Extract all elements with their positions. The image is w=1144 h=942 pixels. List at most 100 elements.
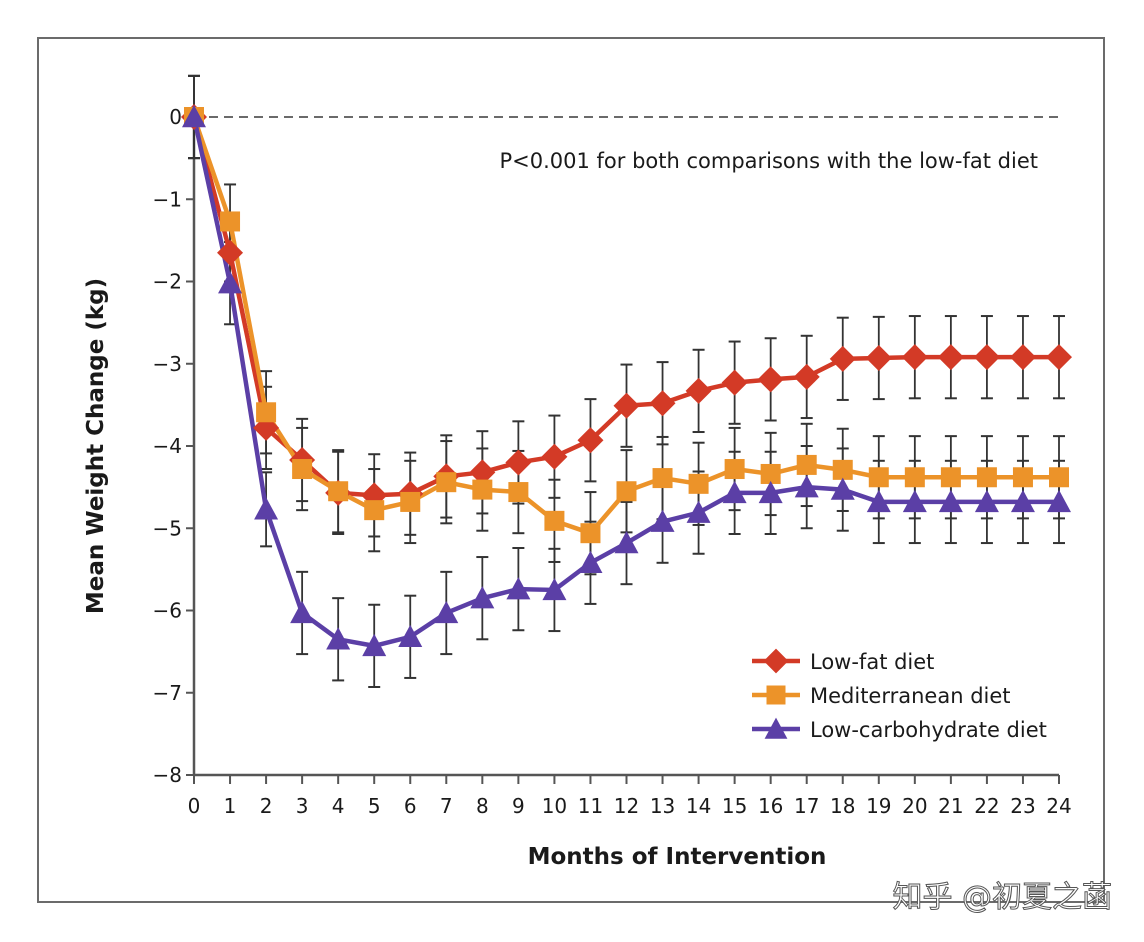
low-carbohydrate-diet-point xyxy=(290,600,315,624)
low-carbohydrate-diet-point xyxy=(686,500,711,523)
low-fat-diet-point xyxy=(901,344,928,371)
mediterranean-diet-point xyxy=(544,510,565,531)
mediterranean-diet-point xyxy=(508,482,529,503)
mediterranean-diet-point xyxy=(796,454,817,475)
low-carbohydrate-diet-point xyxy=(650,509,675,532)
legend: Low-fat diet Mediterranean diet Low-carboh… xyxy=(752,648,1047,742)
x-tick-label: 23 xyxy=(1010,794,1035,818)
y-tick-label: 0 xyxy=(169,105,182,129)
x-tick-label: 11 xyxy=(578,794,603,818)
mediterranean-diet-point xyxy=(760,463,781,484)
x-tick-label: 19 xyxy=(866,794,891,818)
low-fat-diet-point xyxy=(721,369,748,396)
y-tick-label: −5 xyxy=(153,516,182,540)
y-tick-label: −6 xyxy=(153,599,182,623)
low-carbohydrate-diet-point xyxy=(398,624,423,648)
mediterranean-diet-point xyxy=(580,523,601,544)
low-fat-diet-point xyxy=(973,344,1000,371)
low-carbohydrate-diet-point xyxy=(794,475,819,498)
low-fat-diet-point xyxy=(685,377,712,404)
low-carbohydrate-diet-point xyxy=(578,550,603,573)
low-carbohydrate-diet-point xyxy=(866,489,891,513)
x-axis-title: Months of Intervention xyxy=(528,844,827,870)
x-tick-label: 14 xyxy=(686,794,711,818)
x-tick-label: 5 xyxy=(368,794,381,818)
mediterranean-diet-point xyxy=(616,481,637,502)
mediterranean-diet-point xyxy=(976,467,997,488)
legend-label-mediterranean-diet: Mediterranean diet xyxy=(810,684,1011,708)
low-fat-diet-point xyxy=(937,344,964,371)
x-tick-label: 12 xyxy=(614,794,639,818)
axes: 0−1−2−3−4−5−6−7−80 1 2 3 4 5 6 7 8 9 10 11 12 13 14 15 1… xyxy=(153,105,1072,818)
mediterranean-diet-point xyxy=(436,472,457,493)
x-tick-label: 20 xyxy=(902,794,927,818)
low-carbohydrate-diet-point xyxy=(614,531,639,554)
low-fat-diet-point xyxy=(505,449,532,476)
y-axis-title: Mean Weight Change (kg) xyxy=(83,278,109,614)
low-fat-diet-point xyxy=(757,366,784,393)
low-fat-diet-point xyxy=(829,345,856,372)
mediterranean-diet-point xyxy=(688,473,709,494)
low-carbohydrate-diet-point xyxy=(758,480,783,504)
legend-marker-low-fat-diet xyxy=(763,648,789,674)
low-carbohydrate-diet-point xyxy=(830,477,855,500)
low-carbohydrate-diet-point xyxy=(902,489,927,513)
mediterranean-diet-point xyxy=(868,467,889,488)
mediterranean-diet-point xyxy=(1049,467,1069,488)
mediterranean-diet-point xyxy=(940,467,961,488)
mediterranean-diet-point xyxy=(724,459,745,480)
low-carbohydrate-diet-point xyxy=(218,271,243,294)
x-tick-label: 17 xyxy=(794,794,819,818)
low-carbohydrate-diet-point xyxy=(326,627,351,650)
x-tick-label: 18 xyxy=(830,794,855,818)
low-carbohydrate-diet-point xyxy=(1047,489,1071,513)
mediterranean-diet-point xyxy=(364,500,385,521)
mediterranean-diet-point xyxy=(400,491,421,512)
x-tick-label: 21 xyxy=(938,794,963,818)
mediterranean-diet-point xyxy=(904,467,925,488)
x-tick-label: 16 xyxy=(758,794,783,818)
x-tick-label: 1 xyxy=(224,794,237,818)
x-tick-label: 0 xyxy=(188,794,201,818)
low-carbohydrate-diet-point xyxy=(542,577,567,601)
x-tick-label: 22 xyxy=(974,794,999,818)
y-tick-label: −4 xyxy=(153,434,182,458)
x-tick-label: 7 xyxy=(440,794,453,818)
x-tick-label: 2 xyxy=(260,794,273,818)
y-tick-label: −7 xyxy=(153,681,182,705)
mediterranean-diet-point xyxy=(256,402,277,423)
mediterranean-diet-point xyxy=(292,459,313,480)
mediterranean-diet-point xyxy=(832,459,853,480)
mediterranean-diet-point xyxy=(652,468,673,489)
y-tick-label: −3 xyxy=(153,352,182,376)
low-carbohydrate-diet-point xyxy=(254,497,279,520)
legend-marker-low-carbohydrate-diet xyxy=(764,717,788,739)
low-fat-diet-point xyxy=(793,363,820,390)
low-carbohydrate-diet-point xyxy=(506,577,531,600)
series-markers xyxy=(181,104,1072,657)
mediterranean-diet-point xyxy=(1012,467,1033,488)
mediterranean-diet-point xyxy=(472,479,493,500)
low-fat-diet-point xyxy=(613,392,640,419)
low-fat-diet-point xyxy=(469,459,496,486)
legend-label-low-carbohydrate-diet: Low-carbohydrate diet xyxy=(810,718,1047,742)
x-tick-label: 6 xyxy=(404,794,417,818)
y-tick-label: −1 xyxy=(153,187,182,211)
x-tick-label: 9 xyxy=(512,794,525,818)
low-fat-diet-point xyxy=(865,344,892,371)
low-carbohydrate-diet-point xyxy=(434,600,459,624)
low-carbohydrate-diet-point xyxy=(722,480,747,504)
low-carbohydrate-diet-point xyxy=(1010,489,1035,513)
x-tick-label: 3 xyxy=(296,794,309,818)
low-carbohydrate-diet-point xyxy=(974,489,999,513)
x-tick-label: 4 xyxy=(332,794,345,818)
x-tick-label: 10 xyxy=(542,794,567,818)
mediterranean-diet-point xyxy=(328,481,349,502)
y-tick-label: −8 xyxy=(153,763,182,787)
low-fat-diet-point xyxy=(649,390,676,417)
legend-label-low-fat-diet: Low-fat diet xyxy=(810,650,934,674)
low-carbohydrate-diet-point xyxy=(182,105,206,128)
low-carbohydrate-diet-point xyxy=(362,633,387,657)
significance-annotation: P<0.001 for both comparisons with the lo… xyxy=(499,149,1038,173)
